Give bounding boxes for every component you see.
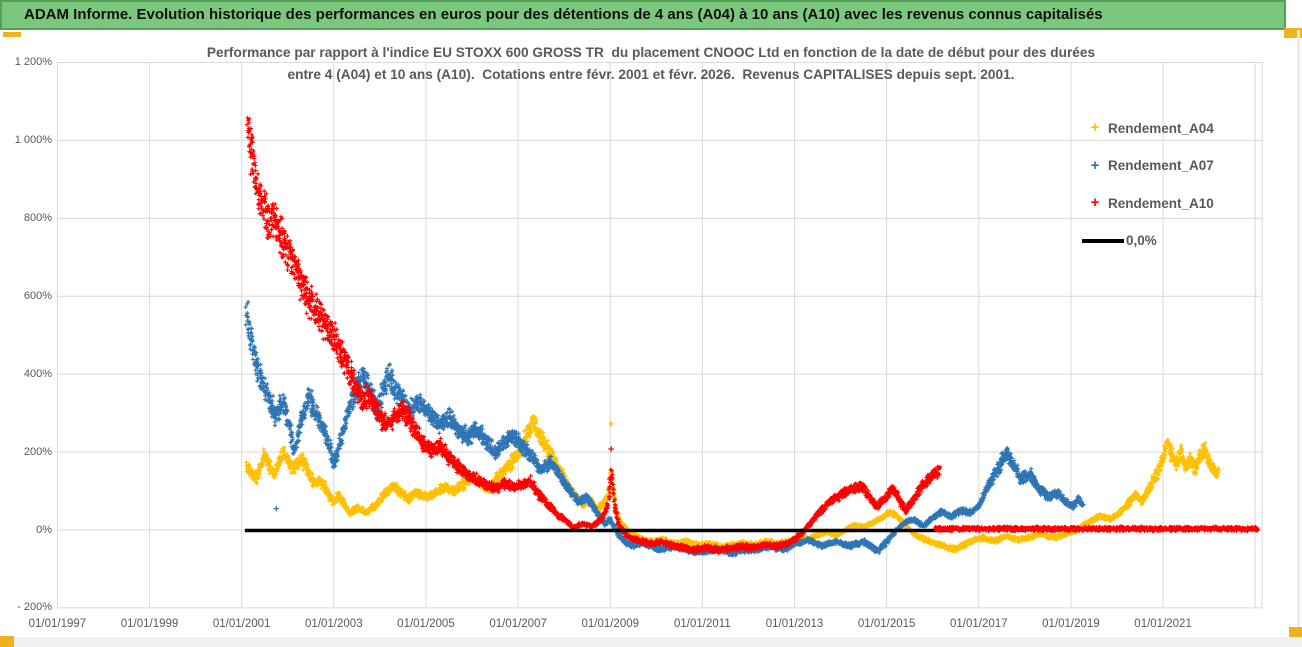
legend-label: Rendement_A04 — [1108, 120, 1214, 136]
x-tick-label: 01/01/1997 — [28, 618, 87, 630]
chart-title-line1: Performance par rapport à l'indice EU ST… — [206, 45, 1096, 60]
x-tick-label: 01/01/2021 — [1134, 618, 1192, 630]
x-tick-label: 01/01/2017 — [950, 618, 1008, 630]
x-tick-label: 01/01/2009 — [581, 618, 640, 630]
y-tick-label: 600% — [23, 289, 52, 302]
window-title-bar: ADAM Informe. Evolution historique des p… — [0, 0, 1286, 30]
x-tick-label: 01/01/2019 — [1042, 618, 1100, 630]
x-tick-label: 01/01/2013 — [765, 618, 824, 630]
legend-plus-marker: + — [1090, 194, 1100, 211]
legend-item-0-0-: 0,0% — [1082, 231, 1157, 251]
y-tick-label: - 200% — [17, 601, 52, 614]
x-tick-label: 01/01/2007 — [489, 618, 547, 630]
legend-label: Rendement_A10 — [1108, 195, 1214, 211]
y-tick-label: 1 200% — [14, 55, 52, 68]
gold-accent-bottom-left[interactable] — [0, 636, 14, 647]
legend-item-rendement-a07: + Rendement_A07 — [1082, 156, 1214, 176]
legend-plus-marker: + — [1090, 156, 1100, 174]
x-tick-label: 01/01/2015 — [857, 618, 916, 630]
legend-item-rendement-a04: + Rendement_A04 — [1082, 118, 1214, 138]
legend-item-rendement-a10: + Rendement_A10 — [1082, 193, 1214, 213]
x-tick-label: 01/01/2005 — [397, 618, 455, 630]
y-tick-label: 200% — [23, 445, 52, 458]
legend-line-swatch — [1082, 238, 1124, 243]
x-tick-label: 01/01/2003 — [305, 618, 363, 630]
x-tick-label: 01/01/2011 — [674, 618, 731, 630]
chart-title-line2: entre 4 (A04) et 10 ans (A10). Cotations… — [287, 67, 1015, 82]
x-tick-label: 01/01/2001 — [212, 618, 271, 630]
gold-accent-bottom-right — [1289, 627, 1302, 637]
y-tick-label: 1 000% — [14, 133, 52, 146]
x-tick-label: 01/01/1999 — [120, 618, 179, 630]
y-tick-label: 0% — [36, 523, 52, 536]
legend-label: 0,0% — [1126, 233, 1157, 248]
legend-label: Rendement_A07 — [1108, 158, 1214, 173]
y-tick-label: 800% — [23, 211, 52, 224]
y-tick-label: 400% — [23, 367, 52, 380]
legend-plus-marker: + — [1090, 119, 1100, 136]
scatter-plot-canvas — [0, 30, 1302, 647]
bottom-scroll-strip[interactable] — [0, 637, 1302, 647]
